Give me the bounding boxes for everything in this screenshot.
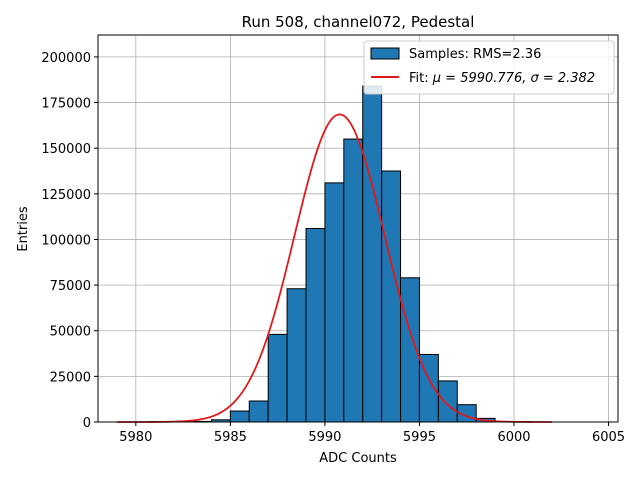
- fit-line-group: [116, 113, 552, 423]
- axes: 5980 5985 5990 5995 6000 6005 0 25000 50000 75000…: [41, 34, 625, 445]
- legend-fit-prefix: Fit:: [409, 71, 433, 86]
- plot-frame: [97, 34, 619, 423]
- x-tick-label: 5990: [308, 430, 341, 445]
- x-tick-label: 6000: [497, 430, 530, 445]
- x-tick-label: 5980: [119, 430, 152, 445]
- y-tick-label: 50000: [50, 325, 91, 340]
- histogram-bar: [437, 380, 458, 423]
- histogram-bar: [229, 410, 250, 423]
- histogram-bar: [324, 182, 345, 423]
- y-axis-label: Entries: [16, 206, 31, 252]
- histogram-bar: [286, 288, 307, 423]
- histogram-bar: [305, 228, 326, 423]
- y-tick-label: 200000: [41, 51, 91, 66]
- y-tick-label: 125000: [41, 188, 91, 203]
- legend-fit-label: Fit: μ = 5990.776, σ = 2.382: [409, 71, 595, 86]
- legend-samples-label: Samples: RMS=2.36: [409, 47, 541, 62]
- histogram-bar: [362, 85, 383, 423]
- fit-curve: [116, 113, 552, 423]
- chart-title: Run 508, channel072, Pedestal: [242, 13, 475, 31]
- histogram-bar: [248, 400, 269, 423]
- x-axis-label: ADC Counts: [319, 451, 397, 466]
- y-tick-label: 25000: [50, 370, 91, 385]
- histogram-bar: [381, 170, 402, 423]
- y-tick-label: 175000: [41, 97, 91, 112]
- legend-fit-params: μ = 5990.776, σ = 2.382: [432, 71, 595, 86]
- histogram-bar: [267, 333, 288, 423]
- y-tick-label: 100000: [41, 233, 91, 248]
- x-tick-label: 5985: [214, 430, 247, 445]
- legend: Samples: RMS=2.36 Fit: μ = 5990.776, σ =…: [363, 40, 615, 95]
- histogram-bar: [343, 138, 364, 423]
- x-tick-label: 6005: [592, 430, 625, 445]
- legend-box: [363, 40, 615, 95]
- y-tick-label: 0: [83, 416, 91, 431]
- y-tick-label: 75000: [50, 279, 91, 294]
- legend-samples-swatch: [370, 47, 400, 60]
- x-tick-label: 5995: [403, 430, 436, 445]
- y-tick-label: 150000: [41, 142, 91, 157]
